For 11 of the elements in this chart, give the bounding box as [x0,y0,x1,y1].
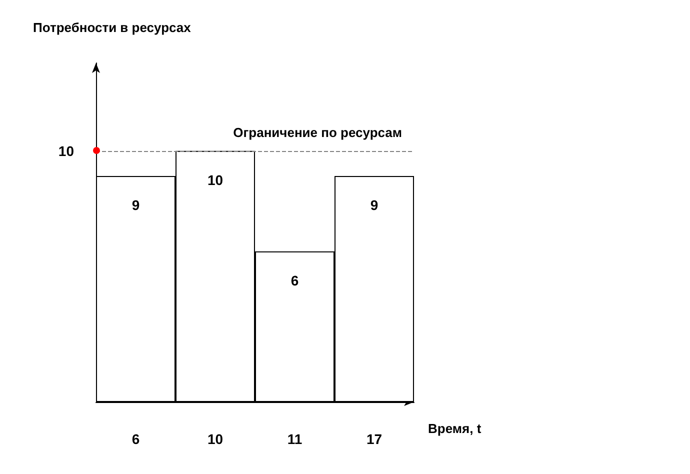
ref-line-label: Ограничение по ресурсам [233,124,402,140]
data-label: 9 [132,197,140,213]
chart-title: Потребности в ресурсах [33,20,192,35]
data-label: 10 [207,172,224,188]
x-tick-label: 17 [366,431,382,447]
x-tick-label: 6 [132,431,140,447]
x-axis-title: Время, t [428,421,482,436]
data-label: 6 [290,272,299,288]
x-tick-label: 10 [207,431,224,447]
x-tick-label: 11 [287,431,302,447]
data-label: 9 [370,197,378,213]
